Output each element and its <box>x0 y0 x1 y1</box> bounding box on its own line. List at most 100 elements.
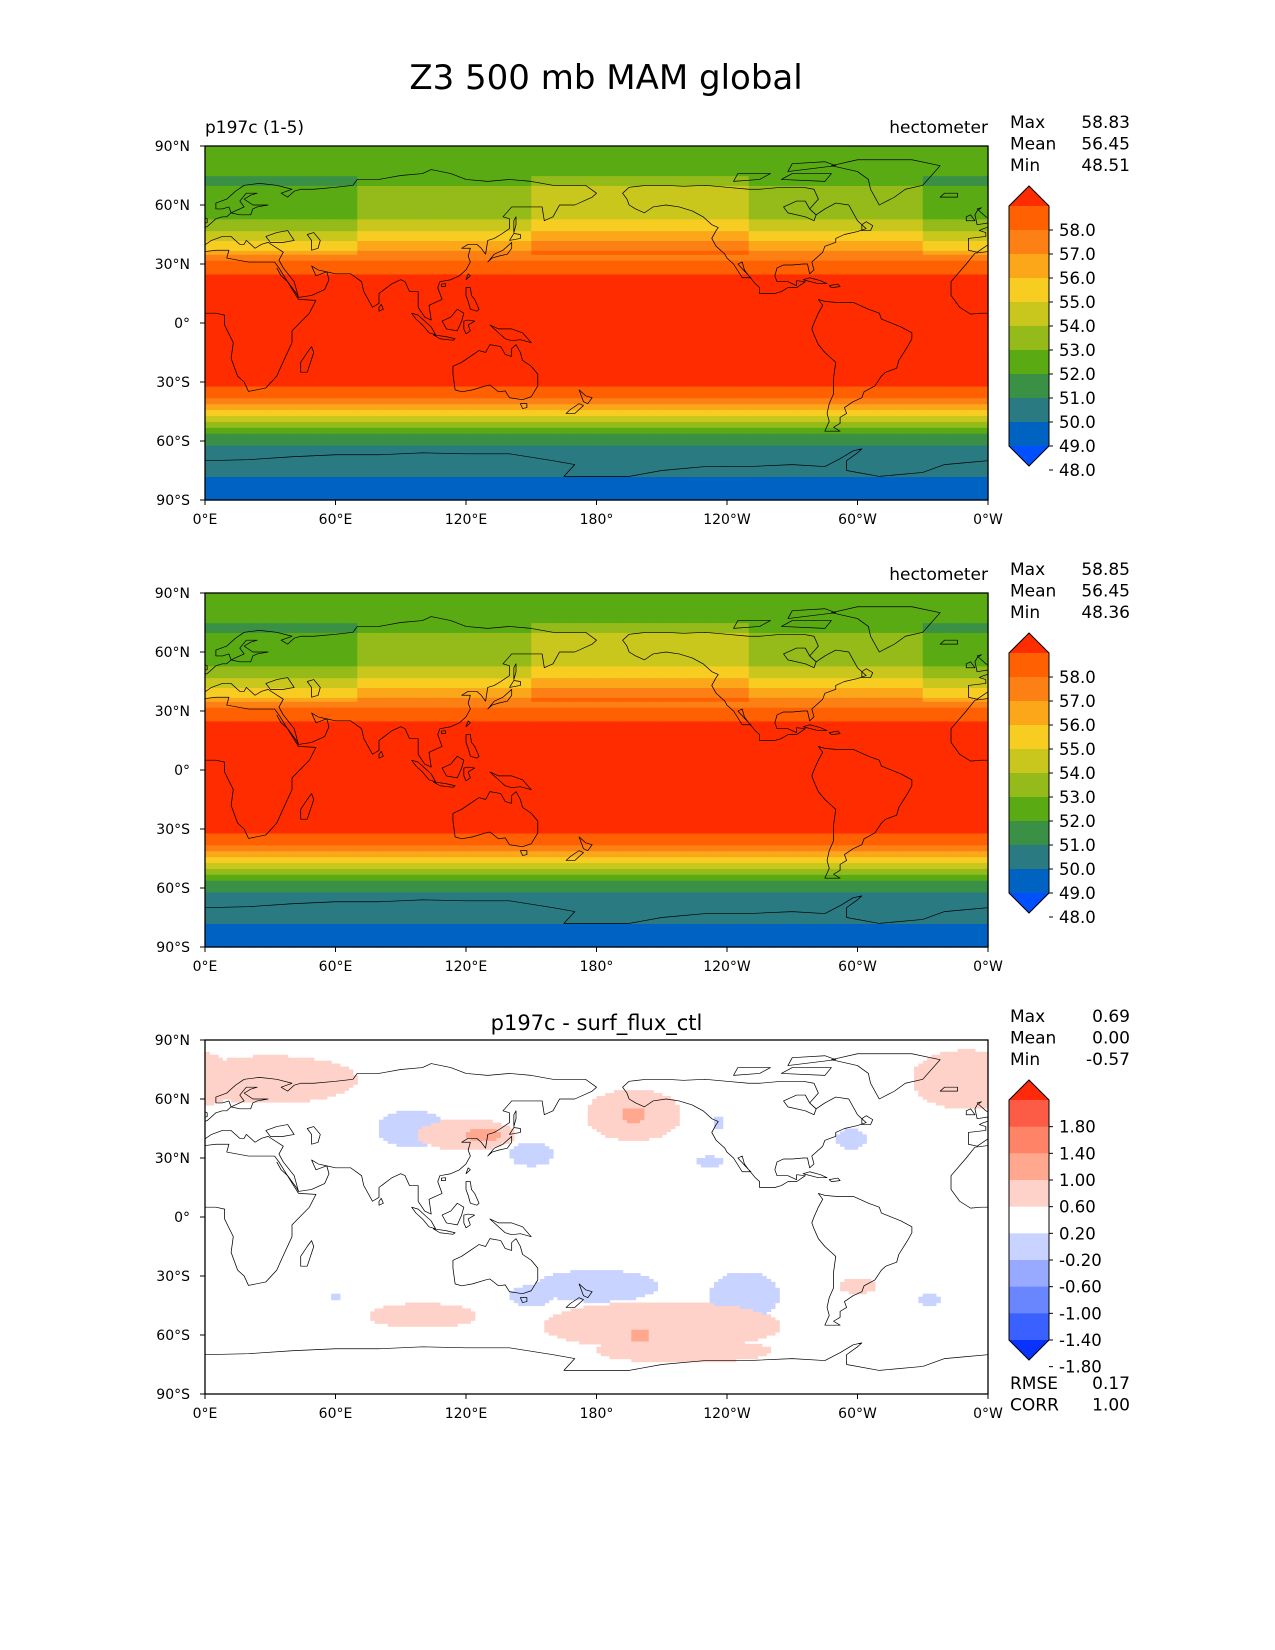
field-cell <box>770 441 793 444</box>
field-cell <box>335 456 358 460</box>
field-cell <box>487 474 511 477</box>
field-cell <box>661 494 685 497</box>
field-cell <box>357 446 380 450</box>
field-cell <box>357 435 380 438</box>
field-cell <box>466 464 489 468</box>
field-cell <box>422 468 445 472</box>
field-cell <box>966 458 989 462</box>
field-cell <box>553 450 576 454</box>
field-cell <box>748 490 772 493</box>
field-cell <box>335 458 358 462</box>
field-cell <box>400 488 424 491</box>
field-cell <box>618 466 641 470</box>
field-cell <box>814 466 837 470</box>
field-cell <box>226 466 250 470</box>
field-cell <box>248 452 271 456</box>
field-cell <box>857 460 880 464</box>
field-cell <box>466 450 489 454</box>
field-cell <box>705 442 728 446</box>
field-cell <box>596 437 619 440</box>
field-cell <box>444 486 467 489</box>
field-cell <box>618 472 641 476</box>
field-cell <box>727 462 750 466</box>
field-cell <box>313 466 337 470</box>
field-cell <box>727 472 750 476</box>
field-cell <box>835 452 859 456</box>
field-cell <box>466 490 489 493</box>
field-cell <box>922 482 946 485</box>
field-cell <box>335 439 358 442</box>
field-cell <box>400 464 424 468</box>
field-cell <box>379 494 402 497</box>
field-cell <box>292 496 315 499</box>
field-cell <box>792 486 815 489</box>
field-cell <box>879 478 902 481</box>
field-cell <box>466 439 489 442</box>
field-cell <box>835 486 859 489</box>
field-cell <box>553 490 576 493</box>
field-cell <box>357 462 380 466</box>
field-cell <box>205 478 228 481</box>
field-cell <box>727 454 750 458</box>
field-cell <box>400 437 424 440</box>
field-cell <box>335 486 358 489</box>
field-cell <box>509 498 532 501</box>
field-cell <box>857 468 880 472</box>
field-cell <box>248 490 271 493</box>
field-cell <box>640 454 663 458</box>
field-cell <box>335 476 358 479</box>
field-cell <box>313 468 337 472</box>
field-cell <box>727 490 750 493</box>
field-cell <box>922 492 946 495</box>
field-cell <box>487 478 511 481</box>
field-cell <box>313 484 337 487</box>
field-cell <box>944 435 967 438</box>
field-cell <box>705 472 728 476</box>
field-cell <box>727 466 750 470</box>
field-cell <box>574 458 598 462</box>
field-cell <box>531 444 554 448</box>
field-cell <box>444 474 467 477</box>
field-cell <box>966 472 989 476</box>
field-cell <box>466 484 489 487</box>
field-cell <box>205 490 228 493</box>
field-cell <box>466 442 489 446</box>
field-cell <box>901 474 924 477</box>
field-cell <box>357 470 380 474</box>
field-cell <box>857 498 880 501</box>
field-cell <box>357 472 380 476</box>
field-cell <box>400 446 424 450</box>
field-cell <box>292 468 315 472</box>
field-cell <box>901 498 924 501</box>
field-cell <box>379 448 402 452</box>
field-cell <box>705 496 728 499</box>
field-cell <box>944 460 967 464</box>
field-cell <box>487 476 511 479</box>
field-cell <box>422 439 445 442</box>
field-cell <box>683 496 706 499</box>
field-cell <box>357 490 380 493</box>
field-cell <box>574 486 598 489</box>
field-cell <box>205 482 228 485</box>
field-cell <box>487 494 511 497</box>
field-cell <box>944 494 967 497</box>
field-cell <box>444 464 467 468</box>
field-cell <box>553 458 576 462</box>
field-cell <box>966 450 989 454</box>
field-cell <box>553 486 576 489</box>
field-cell <box>835 441 859 444</box>
field-cell <box>509 484 532 487</box>
field-cell <box>422 462 445 466</box>
field-cell <box>357 441 380 444</box>
field-cell <box>422 464 445 468</box>
field-cell <box>944 468 967 472</box>
field-cell <box>857 454 880 458</box>
field-cell <box>640 494 663 497</box>
field-cell <box>944 472 967 476</box>
field-cell <box>661 480 685 483</box>
field-cell <box>596 484 619 487</box>
field-cell <box>509 452 532 456</box>
field-cell <box>705 488 728 491</box>
field-cell <box>922 464 946 468</box>
field-cell <box>596 480 619 483</box>
